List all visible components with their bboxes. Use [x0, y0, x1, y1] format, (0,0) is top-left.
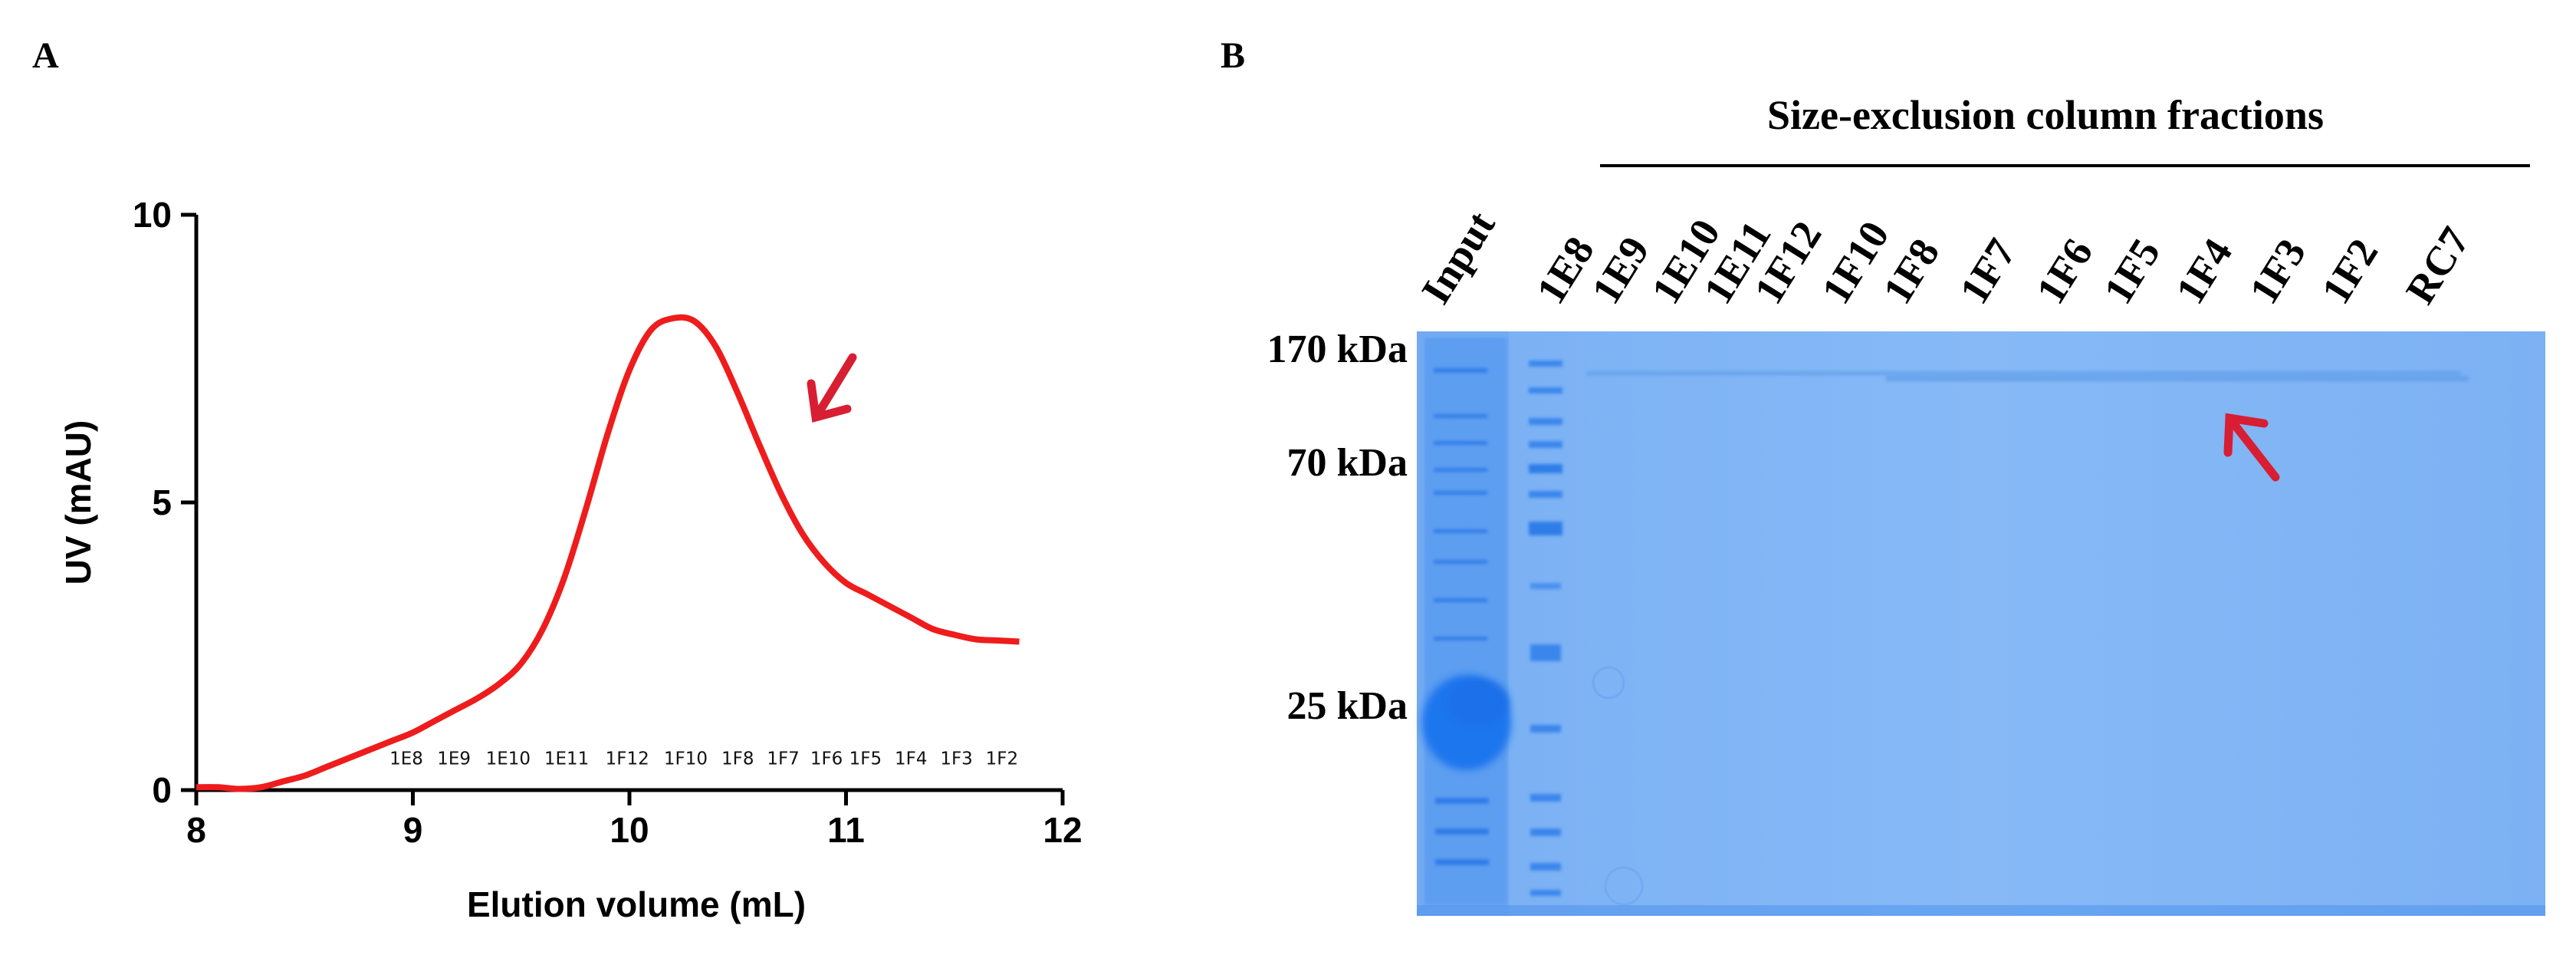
lane-label-1f5: 1F5 [2095, 231, 2169, 312]
band-arrow-icon [2223, 413, 2280, 482]
uv-trace-line [196, 314, 1020, 792]
ladder-lane [1529, 361, 1562, 896]
y-tick-label: 10 [133, 195, 172, 235]
lane-label-input: Input [1412, 203, 1503, 311]
fraction-label: 1E11 [544, 749, 589, 769]
lane-label-1f10: 1F10 [1812, 213, 1898, 311]
mw-marker-70: 70 kDa [1287, 441, 1408, 485]
fraction-label: 1E10 [486, 749, 531, 769]
fraction-label: 1F4 [895, 749, 928, 769]
lane-label-1f4: 1F4 [2167, 231, 2241, 312]
chart-series [196, 314, 1020, 792]
x-tick-label: 9 [403, 810, 423, 850]
lane-label-1f6: 1F6 [2027, 231, 2101, 312]
gel-background [1417, 331, 2545, 916]
fraction-label: 1E9 [437, 749, 471, 769]
peak-arrow-icon [807, 353, 857, 423]
x-axis-title: Elution volume (mL) [467, 884, 806, 924]
fraction-label: 1E8 [389, 749, 423, 769]
lane-label-rc7: RC7 [2397, 219, 2479, 312]
fraction-label: 1F10 [664, 749, 708, 769]
x-tick-label: 11 [827, 810, 865, 850]
y-axis-title: UV (mAU) [58, 420, 98, 585]
lane-label-1f2: 1F2 [2312, 231, 2387, 312]
lane-label-1f7: 1F7 [1950, 231, 2025, 312]
lane-label-1e8: 1E8 [1527, 229, 1603, 311]
x-tick-label: 8 [186, 810, 206, 850]
chart-ticks: 8 9 10 11 12 0 5 10 [133, 195, 1083, 850]
y-tick-label: 5 [152, 482, 172, 522]
gel-title: Size-exclusion column fractions [1767, 92, 2324, 138]
lane-label-1f3: 1F3 [2240, 231, 2315, 312]
fraction-labels: 1E8 1E9 1E10 1E11 1F12 1F10 1F8 1F7 1F6 1F5 1F4 1F3… [389, 749, 1018, 769]
x-tick-label: 12 [1043, 810, 1082, 850]
fraction-label: 1F3 [940, 749, 973, 769]
y-tick-label: 0 [152, 770, 172, 810]
chart-axes [194, 215, 1063, 792]
fraction-label: 1F5 [849, 749, 882, 769]
sds-page-gel [1417, 331, 2545, 916]
mw-marker-25: 25 kDa [1287, 684, 1408, 728]
panel-b-letter: B [1221, 35, 1245, 76]
fraction-label: 1F7 [767, 749, 800, 769]
mw-marker-170: 170 kDa [1267, 328, 1408, 371]
lane-label-1e9: 1E9 [1582, 229, 1658, 311]
input-lane [1424, 338, 1507, 905]
fraction-label: 1F6 [810, 749, 843, 769]
fraction-label: 1F8 [721, 749, 754, 769]
x-tick-label: 10 [610, 810, 649, 850]
fraction-top-bands [1587, 371, 2469, 381]
fraction-label: 1F2 [986, 749, 1019, 769]
chromatogram-chart: 8 9 10 11 12 0 5 10 1E8 1E9 1E10 1E11 1F12 1F10 1F8 1F… [58, 195, 1083, 924]
panel-a-letter: A [32, 35, 59, 76]
fraction-label: 1F12 [606, 749, 649, 769]
